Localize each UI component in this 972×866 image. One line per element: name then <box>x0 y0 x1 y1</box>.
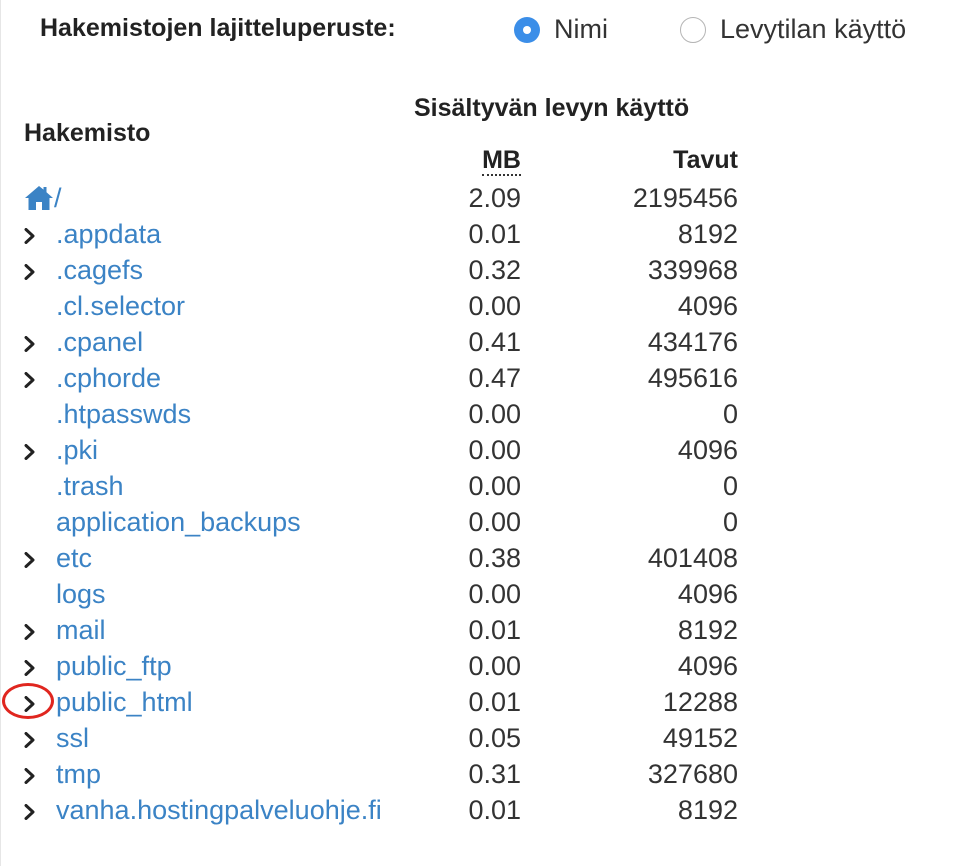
bytes-value: 8192 <box>677 219 738 249</box>
table-row: mail 0.01 8192 <box>0 613 972 649</box>
table-row: public_html 0.01 12288 <box>0 685 972 721</box>
directory-link[interactable]: mail <box>56 615 106 645</box>
bytes-value: 327680 <box>647 759 738 789</box>
directory-link[interactable]: .htpasswds <box>56 399 192 429</box>
chevron-right-icon[interactable] <box>22 336 38 352</box>
directory-link[interactable]: vanha.hostingpalveluohje.fi <box>56 795 382 825</box>
table-row: .cl.selector 0.00 4096 <box>0 289 972 325</box>
bytes-value: 4096 <box>677 651 738 681</box>
left-border <box>0 0 1 866</box>
sort-option-disk-usage-label: Levytilan käyttö <box>720 14 907 44</box>
mb-value: 0.47 <box>468 363 521 393</box>
table-row: .cphorde 0.47 495616 <box>0 361 972 397</box>
mb-value: 0.05 <box>468 723 521 753</box>
directory-link[interactable]: .cphorde <box>56 363 162 393</box>
table-row: .cpanel 0.41 434176 <box>0 325 972 361</box>
disk-usage-group-header: Sisältyvän levyn käyttö <box>414 94 690 122</box>
table-row: .cagefs 0.32 339968 <box>0 253 972 289</box>
mb-value: 0.31 <box>468 759 521 789</box>
chevron-right-icon[interactable] <box>22 372 38 388</box>
mb-column-header: MB <box>400 146 521 176</box>
chevron-right-icon[interactable] <box>22 264 38 280</box>
mb-value: 0.00 <box>468 507 521 537</box>
directory-link[interactable]: application_backups <box>56 507 301 537</box>
sort-option-disk-usage[interactable]: Levytilan käyttö <box>680 14 906 45</box>
bytes-value: 2195456 <box>632 183 738 213</box>
directory-link-root[interactable]: / <box>54 183 62 213</box>
chevron-right-icon[interactable] <box>22 660 38 676</box>
bytes-value: 4096 <box>677 435 738 465</box>
table-row: logs 0.00 4096 <box>0 577 972 613</box>
chevron-right-icon[interactable] <box>22 768 38 784</box>
directory-link[interactable]: .cagefs <box>56 255 144 285</box>
mb-value: 0.01 <box>468 795 521 825</box>
mb-value: 0.41 <box>468 327 521 357</box>
radio-checked-icon[interactable] <box>514 16 540 43</box>
sort-label: Hakemistojen lajitteluperuste: <box>40 13 396 42</box>
table-row: .trash 0.00 0 <box>0 469 972 505</box>
mb-value: 2.09 <box>468 183 521 213</box>
bytes-value: 0 <box>722 507 738 537</box>
sort-option-name[interactable]: Nimi <box>514 14 608 45</box>
directory-link[interactable]: logs <box>56 579 106 609</box>
table-row: .appdata 0.01 8192 <box>0 217 972 253</box>
table-row: public_ftp 0.00 4096 <box>0 649 972 685</box>
chevron-right-icon[interactable] <box>22 732 38 748</box>
bytes-value: 339968 <box>647 255 738 285</box>
directory-column-header: Hakemisto <box>24 119 151 147</box>
mb-value: 0.00 <box>468 651 521 681</box>
bytes-value: 401408 <box>647 543 738 573</box>
chevron-right-icon[interactable] <box>22 624 38 640</box>
mb-value: 0.01 <box>468 615 521 645</box>
directory-link[interactable]: .cpanel <box>56 327 144 357</box>
chevron-right-icon[interactable] <box>22 696 38 712</box>
table-row: etc 0.38 401408 <box>0 541 972 577</box>
mb-value: 0.01 <box>468 219 521 249</box>
directory-link[interactable]: etc <box>56 543 93 573</box>
radio-unchecked-icon[interactable] <box>680 16 706 43</box>
home-icon[interactable] <box>24 184 54 211</box>
directory-link[interactable]: .cl.selector <box>56 291 186 321</box>
mb-value: 0.00 <box>468 291 521 321</box>
bytes-value: 49152 <box>662 723 738 753</box>
directory-link[interactable]: .pki <box>56 435 99 465</box>
table-row: .pki 0.00 4096 <box>0 433 972 469</box>
mb-value: 0.00 <box>468 435 521 465</box>
bytes-value: 495616 <box>647 363 738 393</box>
bytes-value: 12288 <box>662 687 738 717</box>
mb-abbr: MB <box>482 146 521 176</box>
table-row: application_backups 0.00 0 <box>0 505 972 541</box>
bytes-value: 0 <box>722 399 738 429</box>
table-row: .htpasswds 0.00 0 <box>0 397 972 433</box>
mb-value: 0.00 <box>468 399 521 429</box>
chevron-right-icon[interactable] <box>22 228 38 244</box>
directory-link[interactable]: tmp <box>56 759 102 789</box>
chevron-right-icon[interactable] <box>22 804 38 820</box>
table-row-root: / 2.09 2195456 <box>0 181 972 217</box>
bytes-value: 4096 <box>677 579 738 609</box>
directory-link[interactable]: public_ftp <box>56 651 172 681</box>
mb-value: 0.00 <box>468 471 521 501</box>
table-row: vanha.hostingpalveluohje.fi 0.01 8192 <box>0 793 972 829</box>
directory-link[interactable]: .appdata <box>56 219 162 249</box>
chevron-right-icon[interactable] <box>22 444 38 460</box>
mb-value: 0.01 <box>468 687 521 717</box>
bytes-value: 0 <box>722 471 738 501</box>
directory-link[interactable]: .trash <box>56 471 124 501</box>
directory-link[interactable]: public_html <box>56 687 193 717</box>
table-row: ssl 0.05 49152 <box>0 721 972 757</box>
bytes-value: 8192 <box>677 615 738 645</box>
mb-value: 0.00 <box>468 579 521 609</box>
bytes-value: 434176 <box>647 327 738 357</box>
sort-control: Hakemistojen lajitteluperuste: <box>40 10 396 46</box>
mb-value: 0.38 <box>468 543 521 573</box>
mb-value: 0.32 <box>468 255 521 285</box>
table-row: tmp 0.31 327680 <box>0 757 972 793</box>
bytes-value: 8192 <box>677 795 738 825</box>
bytes-value: 4096 <box>677 291 738 321</box>
bytes-column-header: Tavut <box>673 146 738 174</box>
directory-link[interactable]: ssl <box>56 723 89 753</box>
chevron-right-icon[interactable] <box>22 552 38 568</box>
sort-option-name-label: Nimi <box>554 14 608 44</box>
